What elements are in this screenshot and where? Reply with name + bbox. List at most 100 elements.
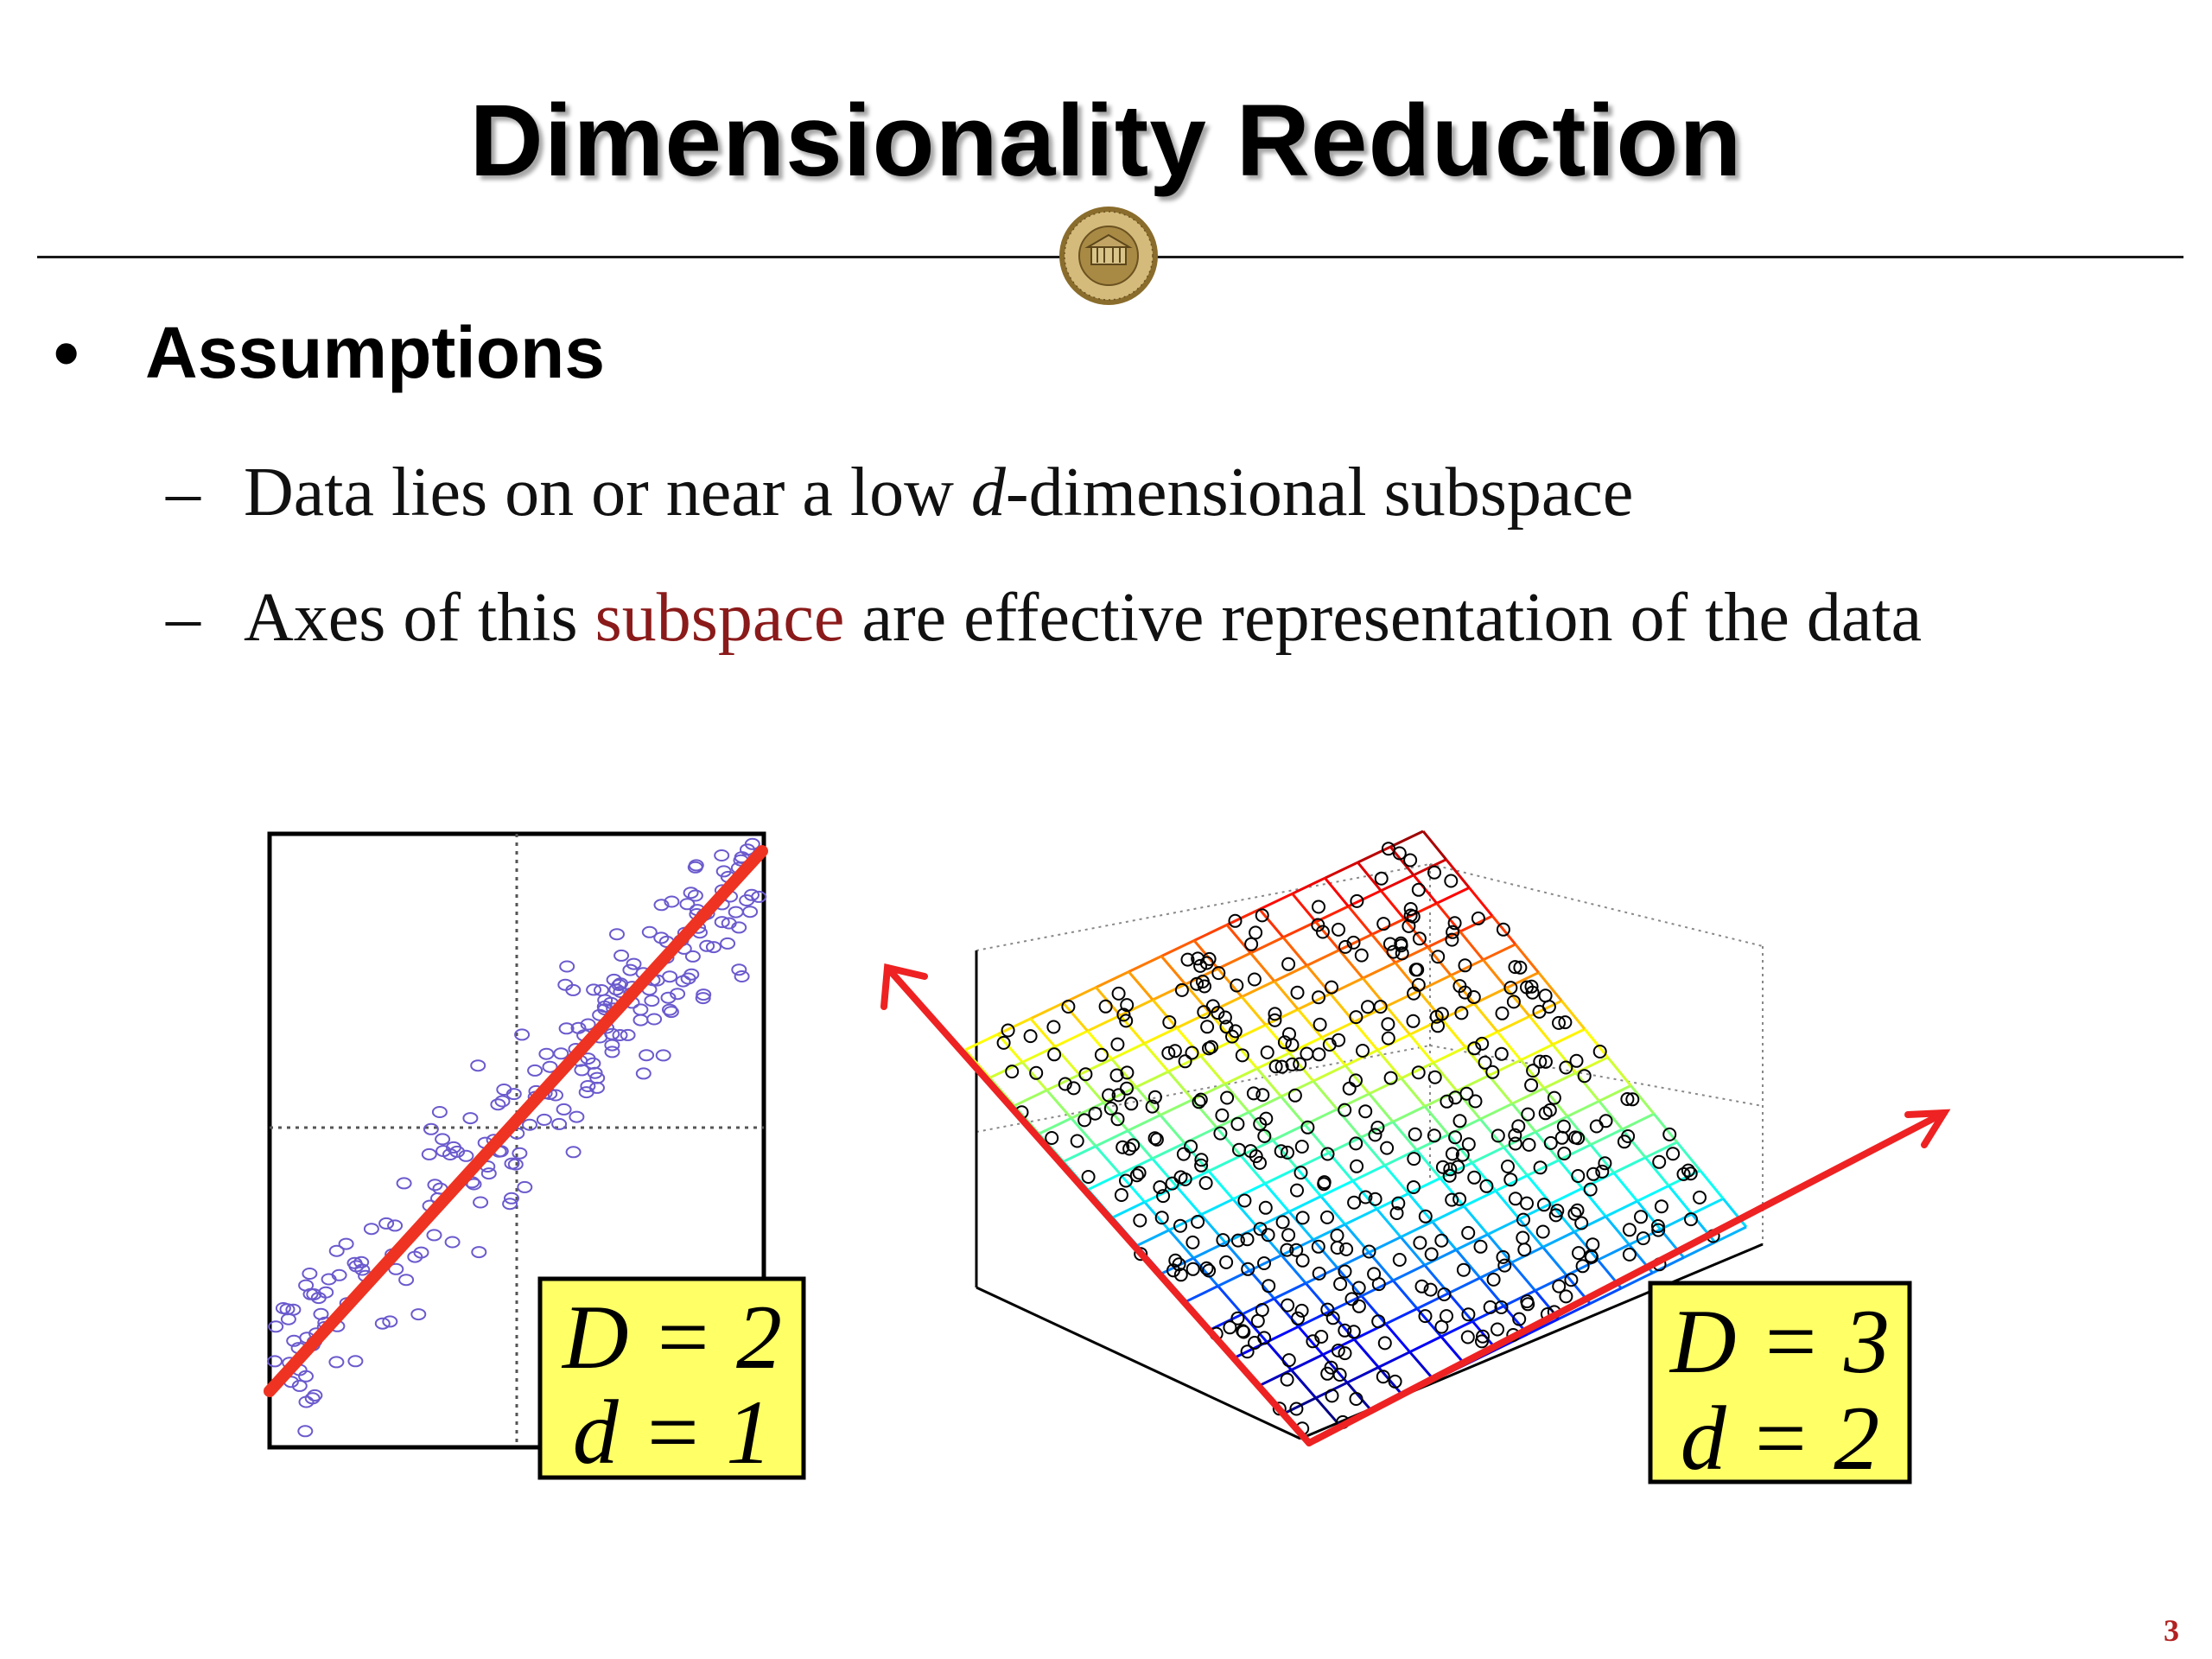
data-point-3d: [1236, 1325, 1251, 1339]
data-point-3d: [1110, 1037, 1125, 1052]
mesh-line: [1450, 958, 1484, 977]
data-point-3d: [1330, 1241, 1344, 1255]
scatter-point: [458, 1149, 474, 1162]
mesh-line: [1313, 1064, 1346, 1083]
scatter-point: [302, 1268, 318, 1280]
data-point-3d: [1172, 1257, 1186, 1272]
scatter-point: [589, 1071, 606, 1084]
data-point-3d: [1147, 1090, 1162, 1104]
data-point-3d: [1213, 1126, 1228, 1141]
data-point-3d: [1349, 1392, 1363, 1406]
sub-bullet-1-rest: -dimensional subspace: [1005, 454, 1634, 531]
data-point-3d: [1440, 1309, 1453, 1324]
data-point-3d: [1193, 958, 1208, 973]
mesh-line: [1495, 1174, 1529, 1192]
data-point-3d: [1173, 1218, 1187, 1233]
data-point-3d: [1586, 1166, 1600, 1181]
data-point-3d: [1156, 1189, 1171, 1204]
mesh-line: [1062, 1001, 1089, 1033]
data-point-3d: [1291, 1311, 1305, 1325]
data-point-3d: [1294, 1140, 1309, 1154]
data-point-3d: [1134, 1247, 1148, 1262]
mesh-line: [1392, 1105, 1426, 1123]
data-point-3d: [1516, 1212, 1530, 1227]
mesh-line: [1119, 1157, 1154, 1176]
data-point-3d: [1418, 1209, 1433, 1224]
data-point-3d: [1194, 1153, 1209, 1167]
mesh-line: [1361, 1279, 1394, 1298]
scatter-point: [696, 988, 712, 1001]
data-point-3d: [1349, 1010, 1363, 1025]
mesh-line: [1519, 1058, 1546, 1090]
mesh-line: [1368, 1236, 1402, 1254]
data-point-3d: [1564, 1273, 1579, 1287]
data-point-3d: [996, 1035, 1011, 1050]
data-point-3d: [1235, 1048, 1249, 1063]
data-point-3d: [1535, 1224, 1550, 1239]
data-point-3d: [1574, 1216, 1589, 1230]
data-point-3d: [1250, 1313, 1265, 1328]
mesh-line: [1376, 1208, 1402, 1238]
scatter-point: [699, 939, 715, 952]
mesh-line: [1543, 1071, 1577, 1090]
mesh-line: [1320, 1179, 1354, 1198]
data-point-3d: [1376, 917, 1391, 931]
mesh-line: [1249, 952, 1275, 982]
scatter-points-3d: [996, 842, 1720, 1436]
mesh-line: [1415, 1148, 1442, 1179]
data-point-3d: [1311, 1239, 1325, 1254]
mesh-line: [1280, 1096, 1306, 1126]
mesh-line: [1389, 830, 1424, 849]
data-point-3d: [1275, 1215, 1290, 1230]
data-point-3d: [1452, 1114, 1467, 1128]
mesh-line: [1423, 1105, 1450, 1136]
data-point-3d: [1225, 1029, 1239, 1044]
data-point-3d: [1543, 1135, 1558, 1150]
mesh-line: [1338, 949, 1364, 980]
mesh-line: [1192, 1083, 1226, 1101]
data-point-3d: [1622, 1223, 1637, 1237]
data-point-3d: [1410, 963, 1425, 977]
data-point-3d: [1526, 1064, 1541, 1078]
mesh-line: [1392, 1280, 1419, 1310]
scatter-point: [604, 1046, 620, 1058]
data-point-3d: [1351, 1299, 1366, 1313]
data-point-3d: [1124, 1096, 1139, 1111]
data-point-3d: [1249, 925, 1263, 940]
surface-grid-3d: [963, 830, 1748, 1443]
data-point-3d: [1475, 1036, 1490, 1051]
mesh-line: [1347, 905, 1373, 936]
data-point-3d: [1559, 1289, 1573, 1304]
data-point-3d: [1495, 1006, 1510, 1020]
sub-bullet-1: – Data lies on or near a low d-dimensiona…: [166, 454, 1633, 532]
data-point-3d: [1289, 1243, 1304, 1257]
mesh-line: [1321, 1353, 1349, 1384]
mesh-line: [1668, 1185, 1694, 1215]
data-point-3d: [1467, 1170, 1482, 1185]
data-point-3d: [1443, 1162, 1458, 1177]
mesh-line: [1581, 1172, 1615, 1190]
sub-bullet-1-italic: d: [970, 454, 1006, 531]
mesh-line: [1503, 1289, 1536, 1307]
mesh-line: [1549, 1203, 1576, 1233]
scatter-point: [387, 1219, 404, 1232]
data-point-3d: [1377, 1336, 1392, 1351]
scatter-point: [731, 963, 747, 976]
mesh-line: [1184, 983, 1211, 1014]
data-point-3d: [1533, 1054, 1548, 1069]
mesh-line: [1054, 1029, 1089, 1048]
mesh-line: [1280, 1079, 1314, 1098]
mesh-line: [1259, 1369, 1293, 1387]
scatter-point: [558, 1022, 575, 1035]
bullet-assumptions: • Assumptions: [54, 311, 605, 395]
scatter-point: [527, 1064, 543, 1077]
data-point-3d: [1473, 1239, 1488, 1254]
mesh-line: [1176, 1011, 1211, 1029]
scatter-point: [720, 937, 736, 950]
data-point-3d: [1511, 1119, 1526, 1134]
scatter-point: [626, 957, 642, 970]
mesh-line: [1259, 892, 1294, 911]
data-point-3d: [1046, 1020, 1061, 1034]
mesh-line: [1385, 1005, 1411, 1036]
data-point-3d: [1320, 1147, 1335, 1161]
